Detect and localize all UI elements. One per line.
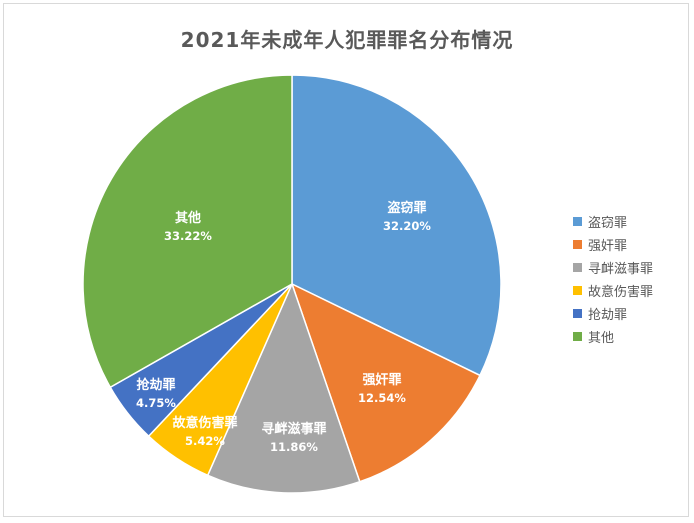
legend-item: 盗窃罪 [573, 210, 683, 233]
legend-label: 强奸罪 [588, 239, 628, 254]
legend-item: 抢劫罪 [573, 302, 683, 325]
legend-item: 其他 [573, 325, 683, 348]
legend-label: 其他 [588, 331, 615, 346]
legend-label: 盗窃罪 [588, 216, 628, 231]
chart-title: 2021年未成年人犯罪罪名分布情况 [180, 28, 514, 52]
data-label-percent: 4.75% [136, 396, 176, 410]
data-label-category: 故意伤害罪 [172, 415, 237, 431]
data-label-percent: 11.86% [270, 440, 318, 454]
legend-swatch [573, 309, 582, 318]
pie-slice [206, 281, 361, 494]
legend-item: 寻衅滋事罪 [573, 256, 683, 279]
data-label-category: 盗窃罪 [387, 200, 426, 216]
data-label-percent: 5.42% [185, 434, 225, 448]
data-label-percent: 32.20% [383, 219, 431, 233]
legend-swatch [573, 240, 582, 249]
data-label-category: 强奸罪 [362, 372, 401, 388]
legend-label: 故意伤害罪 [588, 285, 654, 300]
pie-slice [291, 74, 502, 377]
legend-swatch [573, 286, 582, 295]
legend-swatch [573, 263, 582, 272]
legend-label: 寻衅滋事罪 [588, 262, 654, 277]
legend-swatch [573, 332, 582, 341]
pie-slice [290, 282, 481, 483]
legend-swatch [573, 217, 582, 226]
legend-label: 抢劫罪 [588, 308, 628, 323]
legend-item: 强奸罪 [573, 233, 683, 256]
data-label-category: 抢劫罪 [136, 377, 175, 393]
pie-slice [82, 74, 293, 389]
data-label-percent: 12.54% [358, 391, 406, 405]
legend-item: 故意伤害罪 [573, 279, 683, 302]
data-label-category: 其他 [175, 210, 201, 226]
data-label-category: 寻衅滋事罪 [261, 421, 326, 437]
data-label-percent: 33.22% [164, 229, 212, 243]
chart-legend: 盗窃罪强奸罪寻衅滋事罪故意伤害罪抢劫罪其他 [573, 210, 683, 348]
